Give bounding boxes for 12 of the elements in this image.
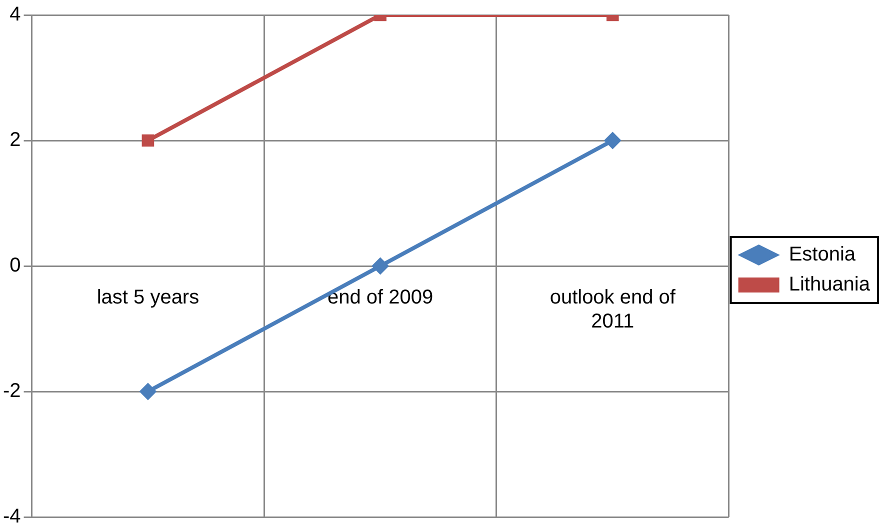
x-tick-label: outlook end of 2011 <box>550 286 676 333</box>
y-tick-label: -2 <box>2 380 21 402</box>
y-tick-label: 0 <box>10 254 21 277</box>
y-tick-label: 4 <box>10 4 21 26</box>
legend-label: Lithuania <box>788 274 871 296</box>
y-tick-label: 2 <box>10 129 21 152</box>
point <box>372 258 389 274</box>
point <box>139 383 156 400</box>
legend-label: Estonia <box>788 244 856 266</box>
x-tick-label: last 5 years <box>96 286 200 309</box>
x-tick-label: end of 2009 <box>327 286 434 309</box>
y-tick-label: -4 <box>2 506 21 528</box>
